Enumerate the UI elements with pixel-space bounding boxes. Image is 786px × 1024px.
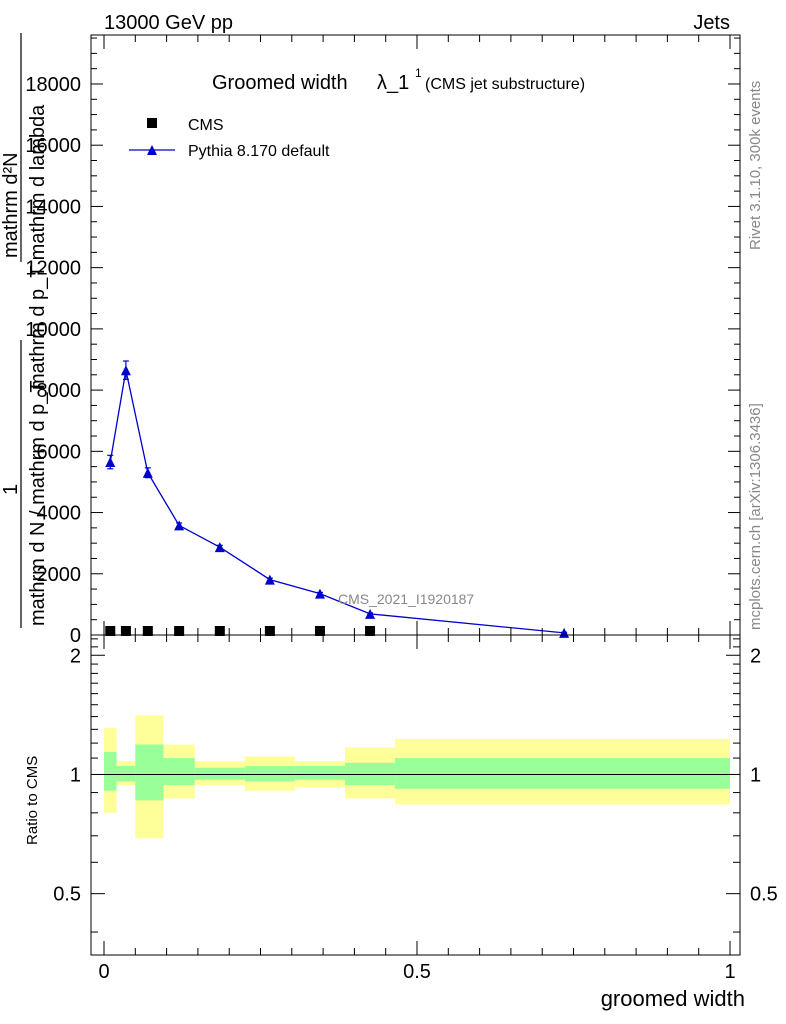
title-lambda: λ_1 xyxy=(377,72,409,94)
main-ytick-label: 16000 xyxy=(25,135,81,157)
ylabel-line1: mathrm d²N xyxy=(0,152,22,258)
ratio-inner-band xyxy=(116,766,136,782)
ratio-ytick-label-right: 2 xyxy=(750,645,761,667)
ratio-inner-band xyxy=(395,758,730,789)
title-subtitle: (CMS jet substructure) xyxy=(425,76,585,93)
pythia-data-point xyxy=(214,542,225,553)
x-axis-title: groomed width xyxy=(601,986,745,1011)
main-ytick-label: 8000 xyxy=(37,380,82,402)
cms-data-point xyxy=(120,626,131,636)
legend: CMS Pythia 8.170 default xyxy=(129,117,330,160)
legend-cms-label: CMS xyxy=(188,117,224,134)
ratio-inner-band xyxy=(163,758,195,786)
chart-title: Groomed width λ_1 1 (CMS jet substructur… xyxy=(212,66,585,94)
source-label: mcplots.cern.ch [arXiv:1306.3436] xyxy=(747,403,764,630)
ratio-bands-layer xyxy=(104,715,730,839)
main-ytick-label: 2000 xyxy=(37,564,82,586)
ratio-ytick-label: 0.5 xyxy=(53,884,81,906)
ylabel-line2: mathrm d p_T mathrm d lambda xyxy=(27,104,49,390)
ratio-ytick-label-right: 0.5 xyxy=(750,884,778,906)
ratio-ytick-label-right: 1 xyxy=(750,764,761,786)
pythia-data-point xyxy=(105,457,116,468)
ratio-xtick-label: 1 xyxy=(724,961,735,983)
pythia-data-point xyxy=(365,608,376,619)
pythia-data-point xyxy=(174,520,185,531)
ylabel-line3: 1 xyxy=(0,484,22,495)
ratio-ytick-label: 2 xyxy=(70,645,81,667)
cms-data-point xyxy=(214,626,225,636)
ratio-inner-band xyxy=(244,766,295,782)
main-ytick-label: 6000 xyxy=(37,441,82,463)
title-superscript: 1 xyxy=(415,66,422,80)
main-x-ticks xyxy=(103,35,731,635)
energy-label: 13000 GeV pp xyxy=(104,12,233,34)
main-y-axis: 0 2000 4000 6000 8000 10000 12000 14000 16000 180… xyxy=(25,37,740,647)
ratio-y-axis-title: Ratio to CMS xyxy=(24,756,41,845)
main-ytick-label: 4000 xyxy=(37,503,82,525)
cms-data-point xyxy=(105,626,116,636)
ratio-ytick-label: 1 xyxy=(70,764,81,786)
ratio-panel: 0.5 0.51 12 2 0 0.5 1 xyxy=(53,634,778,983)
main-panel: 0 2000 4000 6000 8000 10000 12000 14000 16000 180… xyxy=(25,34,741,647)
pythia-data-point xyxy=(120,365,131,376)
title-main: Groomed width xyxy=(212,72,348,94)
pythia-data-point xyxy=(264,574,275,585)
rivet-label: Rivet 3.1.10, 300k events xyxy=(747,81,764,250)
ratio-inner-band xyxy=(194,767,245,780)
cms-data-point xyxy=(314,626,325,636)
ratio-x-axis: 0 0.5 1 xyxy=(98,635,736,983)
ratio-inner-band xyxy=(104,751,117,791)
cms-data-point xyxy=(174,626,185,636)
ratio-frame xyxy=(90,634,741,956)
legend-pythia-label: Pythia 8.170 default xyxy=(188,143,330,160)
main-series-layer xyxy=(105,360,570,638)
main-ytick-label: 18000 xyxy=(25,74,81,96)
cms-data-point xyxy=(142,626,153,636)
pythia-data-point xyxy=(142,467,153,478)
category-label: Jets xyxy=(693,12,730,34)
ratio-y-axis: 0.5 0.5 1 1 2 2 xyxy=(53,638,778,933)
legend-pythia-marker xyxy=(147,145,157,155)
main-ytick-label: 10000 xyxy=(25,319,81,341)
ratio-inner-band xyxy=(294,766,346,780)
ylabel-line4: mathrm d N / mathrm d p_T xyxy=(27,380,49,626)
ratio-xtick-label: 0.5 xyxy=(403,961,431,983)
main-y-axis-title: mathrm d²N mathrm d p_T mathrm d lambda … xyxy=(0,33,49,628)
main-ytick-label: 12000 xyxy=(25,258,81,280)
cms-data-point xyxy=(365,626,376,636)
cms-data-point xyxy=(264,626,275,636)
ratio-inner-band xyxy=(135,744,164,801)
ratio-xtick-label: 0 xyxy=(98,961,109,983)
main-ytick-label: 14000 xyxy=(25,196,81,218)
legend-cms-marker xyxy=(147,118,157,128)
main-ytick-label: 0 xyxy=(70,625,81,647)
analysis-tag: CMS_2021_I1920187 xyxy=(338,591,474,607)
pythia-data-point xyxy=(314,588,325,599)
